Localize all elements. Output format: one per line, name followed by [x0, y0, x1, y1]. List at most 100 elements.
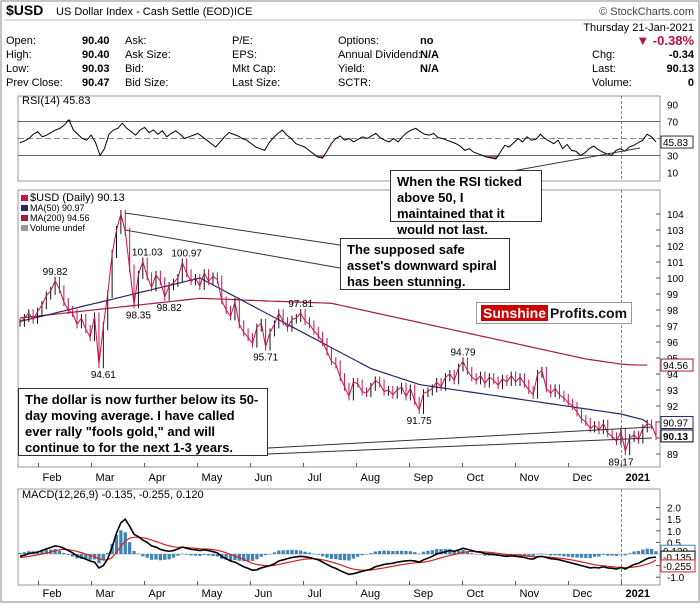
- price-line: [19, 212, 657, 454]
- price-tick-label: 103: [667, 226, 684, 237]
- macd-histogram-bar: [426, 550, 430, 555]
- quote-label: Open:: [6, 35, 36, 47]
- dollar-note: The dollar is now further below its 50-d…: [18, 388, 268, 456]
- quote-table: Open: 90.40 Ask: P/E: Options: no High: 90.40 As…: [6, 35, 695, 89]
- note-connectors: [124, 147, 653, 455]
- x-tick-label: Oct: [467, 588, 484, 600]
- quote-value: 90.47: [82, 77, 110, 89]
- macd-histogram-bar: [268, 554, 272, 555]
- macd-histogram-bar: [351, 554, 355, 559]
- quote-label: P/E:: [232, 35, 253, 47]
- macd-histogram-bar: [198, 554, 202, 556]
- rsi-current-label: 45.83: [663, 138, 688, 149]
- macd-line: [19, 518, 657, 576]
- quote-label: Ask Size:: [125, 49, 171, 61]
- macd-histogram-bar: [649, 548, 654, 555]
- macd-histogram-bar: [347, 554, 351, 561]
- macd-histogram-bar: [303, 551, 307, 555]
- macd-histogram-bar: [448, 549, 452, 555]
- macd-histogram-bar: [614, 554, 619, 556]
- macd-histogram-bar: [478, 554, 483, 555]
- quote-label: Ask:: [125, 35, 146, 47]
- quote-value: 0: [688, 77, 694, 89]
- x-tick-label: Jun: [255, 472, 273, 484]
- price-annotation: 99.82: [43, 267, 68, 278]
- quote-label: Chg:: [592, 49, 615, 61]
- macd-histogram-bar: [527, 554, 531, 557]
- symbol: $USD: [6, 2, 43, 18]
- rsi-tick-label: 70: [667, 118, 679, 129]
- legend-entry: MA(200) 94.56: [30, 213, 90, 223]
- x-tick-label: May: [202, 588, 223, 600]
- legend-swatch: [21, 225, 28, 231]
- price-tick-label: 102: [667, 242, 684, 253]
- macd-histogram-bar: [452, 550, 456, 555]
- legend-entry: MA(50) 90.97: [30, 203, 85, 213]
- macd-histogram-bar: [176, 554, 180, 556]
- price-annotation: 94.61: [91, 370, 116, 381]
- x-tick-label: Jul: [308, 472, 322, 484]
- macd-histogram-bar: [40, 550, 44, 555]
- legend-entry: $USD (Daily) 90.13: [30, 192, 125, 204]
- macd-histogram-bar: [84, 554, 88, 560]
- macd-histogram-bar: [321, 554, 325, 557]
- macd-histogram-bar: [465, 551, 470, 555]
- macd-histogram-bar: [408, 551, 413, 555]
- macd-histogram-bar: [483, 554, 487, 556]
- macd-histogram-bar: [592, 554, 597, 557]
- x-tick-label: Dec: [573, 588, 593, 600]
- rsi-note: When the RSI ticked above 50, I maintain…: [390, 170, 542, 237]
- macd-histogram-bar: [277, 550, 281, 555]
- quote-date: Thursday 21-Jan-2021: [583, 22, 694, 34]
- exchange: ICE: [234, 6, 252, 18]
- rsi-current-box: [660, 135, 694, 149]
- macd-histogram-bar: [553, 554, 557, 556]
- macd-histogram-bar: [619, 554, 623, 555]
- macd-histogram-bar: [206, 554, 211, 556]
- macd-histogram-bar: [149, 554, 154, 560]
- logo-part2: Profits.com: [550, 305, 628, 321]
- macd-histogram-bar: [579, 554, 584, 558]
- macd-histogram-bar: [290, 549, 294, 555]
- dollar-note-connector-top: [267, 426, 653, 449]
- rsi-tick-label: 30: [667, 152, 679, 163]
- price-tick-label: 99: [667, 290, 679, 301]
- dollar-note-connector-bottom: [267, 437, 653, 455]
- price-x-axis: Feb Mar Apr May Jun Jul Aug Sep Oct Nov Dec 2021: [38, 96, 650, 484]
- macd-histogram-bar: [145, 554, 149, 558]
- macd-histogram-bar: [101, 554, 105, 560]
- ma200-line: [19, 297, 648, 366]
- macd-histogram-bar: [163, 554, 167, 560]
- quote-value: 90.13: [666, 63, 694, 75]
- macd-tick-label: 1.5: [667, 515, 681, 526]
- legend-entry: Volume undef: [30, 223, 86, 233]
- price-annotation: 91.75: [407, 416, 432, 427]
- x-tick-label: Jul: [308, 588, 322, 600]
- price-current-box: [660, 429, 694, 443]
- macd-histogram-bar: [395, 550, 399, 555]
- macd-histogram-bar: [312, 553, 316, 555]
- price-tick-label: 104: [667, 210, 684, 221]
- macd-histogram-bar: [255, 554, 259, 560]
- quote-label: Annual Dividend:: [338, 49, 421, 61]
- macd-histogram-bar: [66, 554, 70, 555]
- macd-histogram-bar: [325, 554, 329, 558]
- macd-histogram-bar: [128, 542, 132, 555]
- macd-histogram-bar: [531, 554, 535, 557]
- macd-histogram-bar: [250, 554, 255, 561]
- dollar-note-text: The dollar is now further below its 50-d…: [25, 392, 259, 455]
- price-annotation: 98.82: [157, 303, 182, 314]
- price-tick-label: 101: [667, 258, 684, 269]
- x-tick-label: Apr: [149, 472, 166, 484]
- price-tick-label: 93: [667, 386, 679, 397]
- macd-histogram-bar: [316, 554, 320, 555]
- macd-histogram-bar: [364, 554, 369, 555]
- x-tick-label: 2021: [626, 472, 650, 484]
- quote-value: 90.40: [82, 49, 110, 61]
- price-annotation: 97.81: [288, 299, 313, 310]
- macd-histogram-bar: [307, 552, 312, 555]
- macd-histogram-bar: [202, 554, 206, 555]
- macd-histogram-bar: [636, 551, 641, 555]
